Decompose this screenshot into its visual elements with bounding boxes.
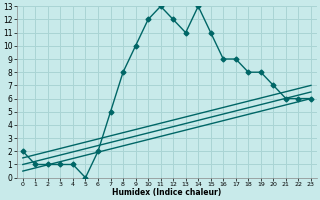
X-axis label: Humidex (Indice chaleur): Humidex (Indice chaleur): [112, 188, 221, 197]
